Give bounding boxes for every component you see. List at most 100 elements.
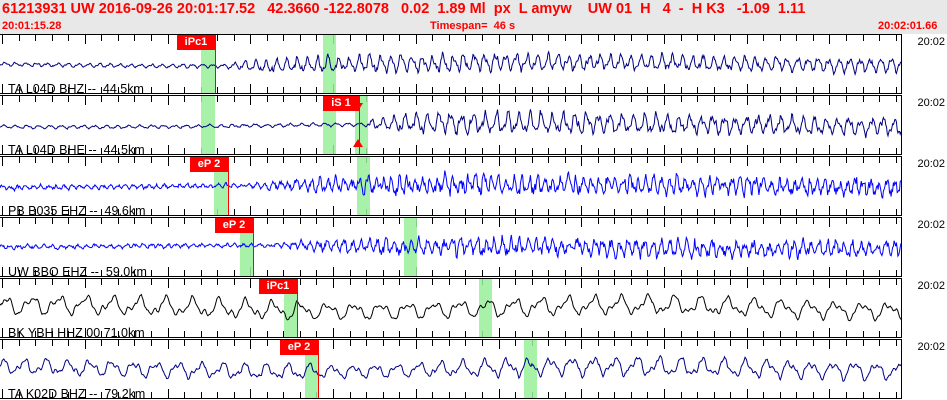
time-tick [234, 148, 235, 154]
time-tick [283, 148, 284, 154]
phase-pick-label[interactable]: eP 2 [215, 218, 253, 233]
phase-pick-line[interactable] [359, 96, 361, 154]
time-tick [631, 392, 632, 398]
time-tick [168, 35, 169, 44]
trace-panel-bbo-ehz[interactable]: eP 2 20:02 UW BBO EHZ -- 59.0km [0, 217, 947, 277]
time-tick [85, 96, 86, 105]
time-tick [316, 270, 317, 276]
time-tick [250, 157, 251, 166]
time-tick [664, 157, 665, 166]
time-tick [432, 209, 433, 215]
time-tick [631, 279, 632, 285]
time-tick [350, 331, 351, 337]
time-tick [350, 218, 351, 224]
time-tick [846, 209, 847, 215]
time-tick [399, 331, 400, 337]
time-tick [863, 392, 864, 398]
time-tick [2, 84, 3, 93]
time-tick [846, 87, 847, 93]
time-tick [333, 340, 334, 349]
trace-panel-b035-ehz[interactable]: eP 2 20:02 PB B035 EHZ -- 49.6km [0, 156, 947, 216]
time-tick [68, 331, 69, 337]
phase-pick-label[interactable]: iPc1 [259, 279, 297, 294]
time-tick [316, 148, 317, 154]
time-tick [614, 392, 615, 398]
time-tick [796, 209, 797, 215]
trace-panel-l04d-bhz[interactable]: iPc1 20:02 TA L04D BHZ -- 44.5km [0, 34, 947, 94]
time-tick [631, 331, 632, 337]
time-tick [581, 157, 582, 166]
time-tick [548, 35, 549, 41]
time-tick [813, 87, 814, 93]
time-tick [482, 392, 483, 398]
time-tick [52, 35, 53, 41]
time-tick [118, 331, 119, 337]
time-tick [134, 270, 135, 276]
time-tick [896, 209, 897, 215]
time-tick [134, 279, 135, 285]
time-tick [664, 206, 665, 215]
phase-pick-line[interactable] [253, 218, 255, 276]
time-tick [416, 35, 417, 44]
time-tick [465, 340, 466, 346]
highlight-band [323, 35, 336, 93]
time-tick [796, 148, 797, 154]
time-tick [101, 340, 102, 346]
phase-pick-label[interactable]: iPc1 [177, 35, 215, 50]
right-time-label: 20:02 [917, 36, 945, 48]
time-tick [863, 331, 864, 337]
time-tick [399, 87, 400, 93]
phase-pick-line[interactable] [228, 157, 230, 215]
trace-panel-ybh-hhz[interactable]: iPc1 20:02 BK YBH HHZ 00 71.0km [0, 278, 947, 338]
time-tick [383, 209, 384, 215]
right-time-gutter: 20:02 [901, 278, 947, 338]
phase-pick-label[interactable]: iS 1 [323, 96, 359, 111]
time-tick [714, 157, 715, 163]
time-tick [151, 331, 152, 337]
time-tick [664, 145, 665, 154]
time-tick [730, 148, 731, 154]
time-tick [250, 145, 251, 154]
time-tick [350, 87, 351, 93]
time-tick [747, 206, 748, 215]
time-tick [548, 157, 549, 163]
phase-pick-label[interactable]: eP 2 [280, 340, 318, 355]
time-tick [614, 218, 615, 224]
trace-panel-l04d-bhe[interactable]: iS 1 20:02 TA L04D BHE -- 44.5km [0, 95, 947, 155]
time-tick [2, 145, 3, 154]
time-tick [482, 87, 483, 93]
time-tick [432, 392, 433, 398]
time-tick [829, 84, 830, 93]
time-tick [548, 279, 549, 285]
time-tick [664, 35, 665, 44]
time-tick [796, 340, 797, 346]
time-tick [614, 331, 615, 337]
time-tick [19, 279, 20, 285]
time-tick [184, 148, 185, 154]
time-tick [184, 279, 185, 285]
time-tick [234, 96, 235, 102]
time-tick [201, 218, 202, 224]
phase-pick-line[interactable] [215, 35, 217, 93]
time-tick [101, 148, 102, 154]
time-tick [499, 328, 500, 337]
time-tick [134, 218, 135, 224]
time-tick [896, 279, 897, 285]
phase-pick-label[interactable]: eP 2 [190, 157, 228, 172]
phase-pick-line[interactable] [318, 340, 320, 398]
time-tick [730, 340, 731, 346]
time-tick [300, 218, 301, 224]
time-tick [813, 35, 814, 41]
trace-panel-k02d-bhz[interactable]: eP 2 20:02 TA K02D BHZ -- 79.2km [0, 339, 947, 399]
time-tick [350, 148, 351, 154]
time-tick [283, 157, 284, 163]
time-tick [68, 148, 69, 154]
time-tick [896, 392, 897, 398]
phase-pick-line[interactable] [297, 279, 299, 337]
time-tick [168, 206, 169, 215]
time-tick [52, 392, 53, 398]
time-tick [416, 84, 417, 93]
time-tick [780, 331, 781, 337]
time-tick [217, 87, 218, 93]
panel-bottom-rule [0, 93, 947, 94]
